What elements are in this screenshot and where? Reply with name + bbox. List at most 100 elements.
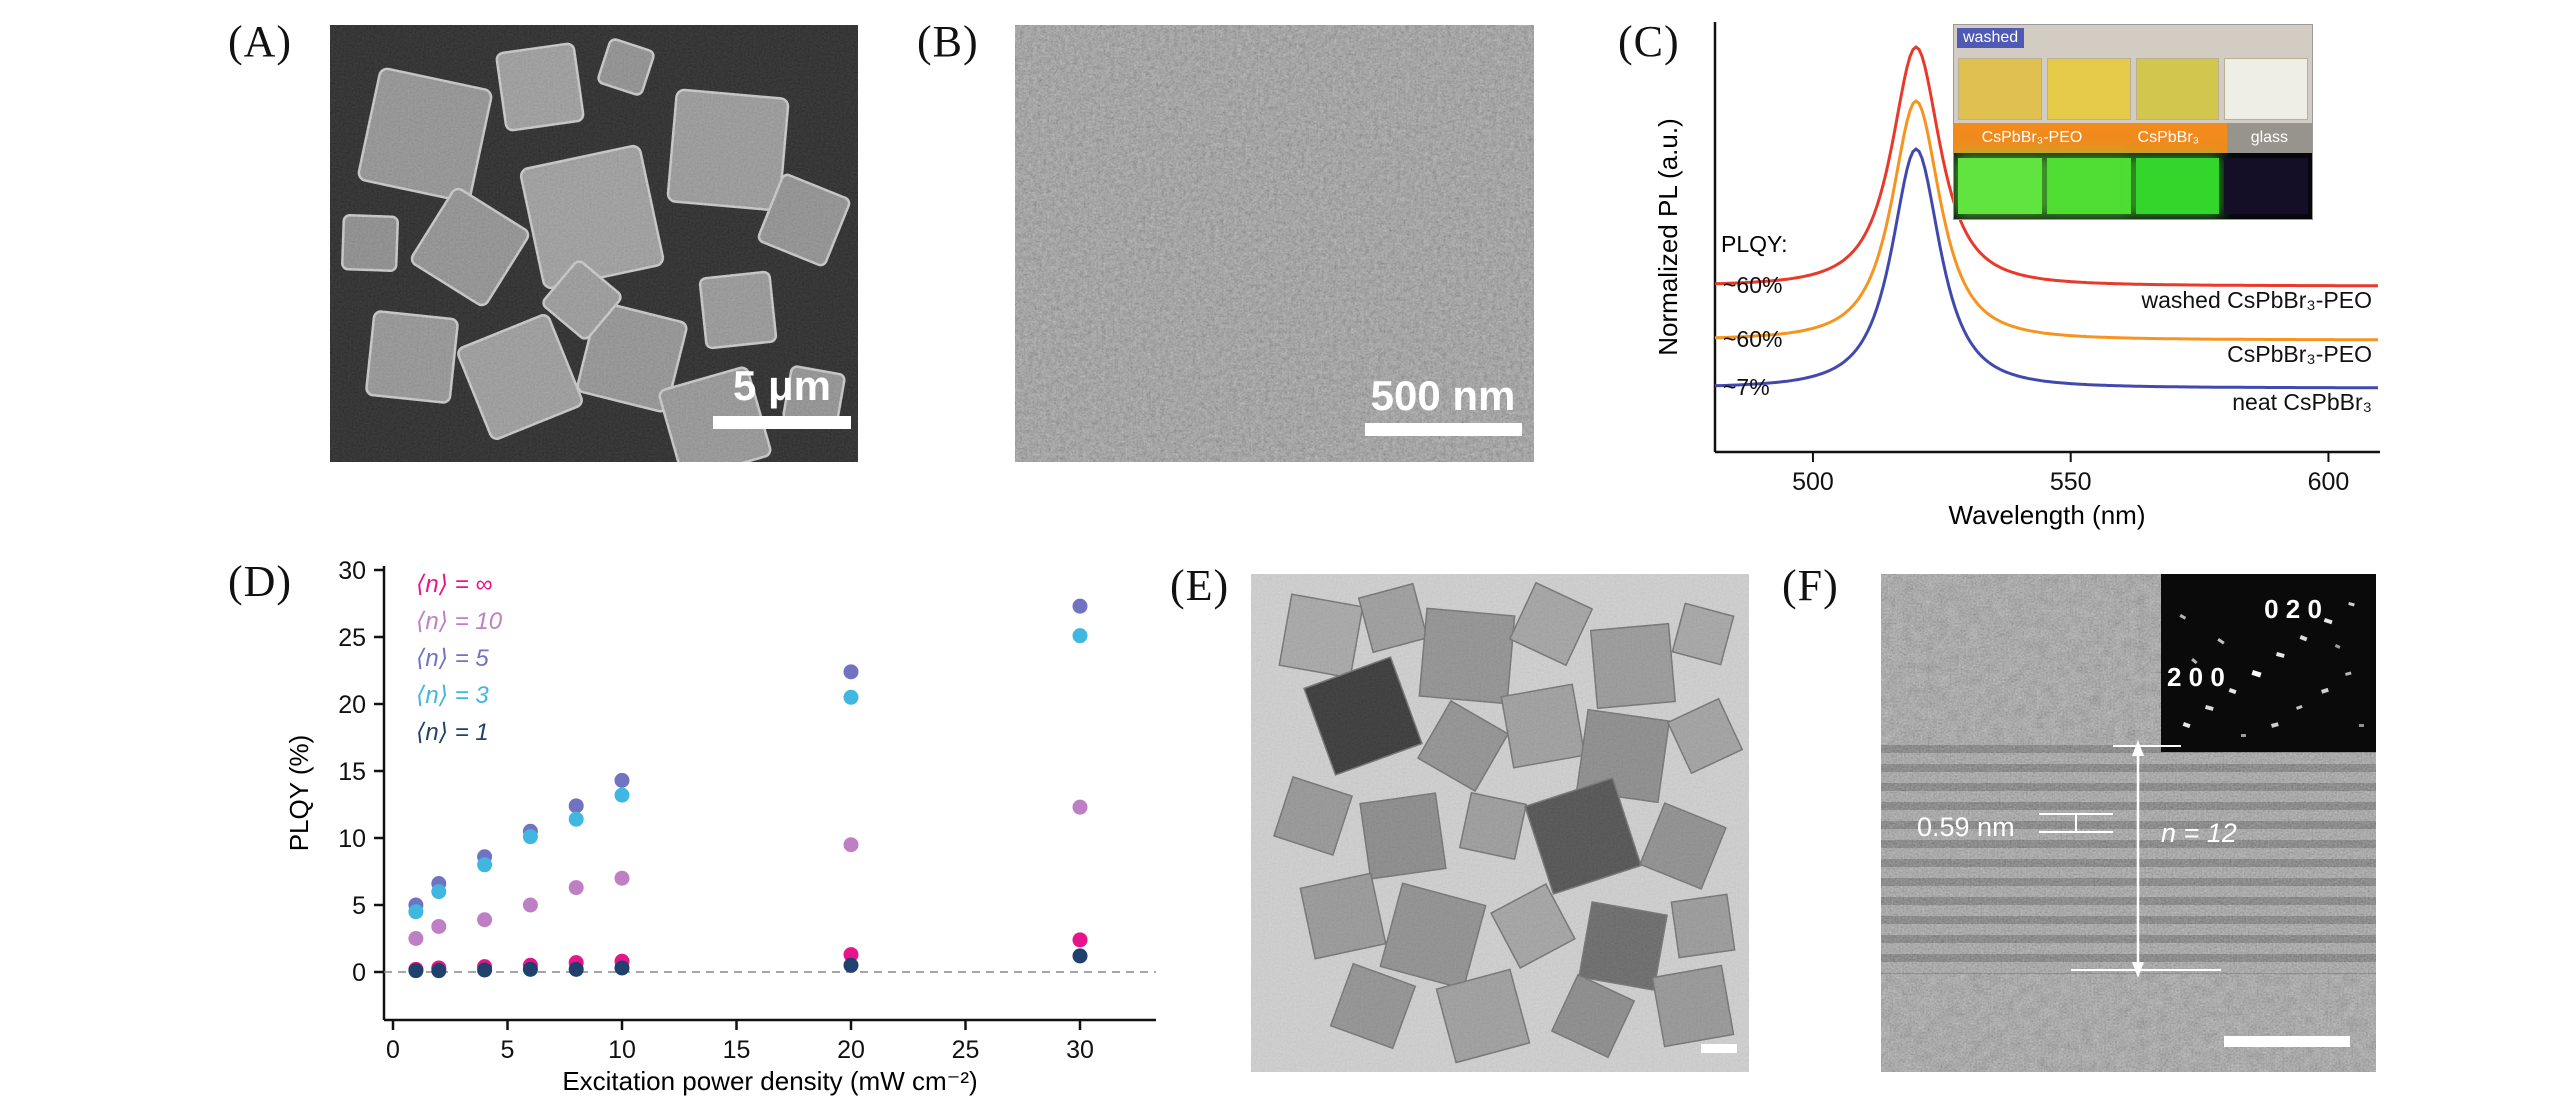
glass-tile	[2224, 58, 2308, 120]
y-tick-label: 30	[338, 557, 366, 585]
curve-label: CsPbBr₃-PEO	[2227, 341, 2372, 367]
x-tick-label: 550	[2050, 468, 2092, 496]
legend-entry: ⟨n⟩ = 5	[416, 645, 489, 672]
data-point	[843, 689, 859, 705]
inset-orange-band: CsPbBr₃-PEO CsPbBr₃	[1954, 123, 2227, 153]
data-point	[522, 897, 538, 913]
panel-b-label: (B)	[917, 17, 979, 66]
data-point	[522, 829, 538, 845]
data-point	[1072, 598, 1088, 614]
c-chart-content: 500 550 600 neat CsPbBr₃ ~7% CsPbBr₃-PEO ~60% w…	[1714, 45, 2378, 496]
film-tile-neat	[2135, 58, 2220, 120]
legend-entry: ⟨n⟩ = 10	[416, 608, 503, 635]
c-x-axis-label: Wavelength (nm)	[1949, 500, 2146, 530]
data-point	[431, 963, 447, 979]
legend-entry: ⟨n⟩ = ∞	[416, 571, 493, 598]
panel-d-label: (D)	[228, 557, 293, 606]
plqy-scatter-chart: Excitation power density (mW cm⁻²) PLQY …	[270, 552, 1170, 1097]
inset-uv-photo	[1954, 153, 2312, 219]
data-point	[1072, 628, 1088, 644]
y-tick-label: 5	[352, 892, 366, 920]
hrtem-image: 0 2 0 2 0 0 0.59 nm n = 12	[1881, 574, 2376, 1072]
tem-image-nanocubes	[1251, 574, 1749, 1072]
data-point	[568, 798, 584, 814]
uv-film-tile-washed	[1958, 158, 2042, 214]
panel-c-photo-inset: washed CsPbBr₃-PEO CsPbBr₃ glass	[1954, 25, 2312, 219]
data-point	[522, 961, 538, 977]
panel-a-label: (A)	[228, 17, 293, 66]
data-point	[408, 904, 424, 920]
y-tick-label: 10	[338, 825, 366, 853]
inset-washed-label: washed	[1957, 28, 2025, 48]
panel-f-label: (F)	[1782, 561, 1839, 610]
c-y-axis-label: Normalized PL (a.u.)	[1655, 118, 1683, 355]
data-point	[431, 884, 447, 900]
diffraction-inset: 0 2 0 2 0 0	[2161, 574, 2376, 752]
x-tick-label: 500	[1792, 468, 1834, 496]
pl-curve	[1714, 147, 2378, 390]
sem-a-noise	[330, 25, 858, 462]
pl-curve	[1714, 99, 2378, 342]
x-tick-label: 30	[1066, 1036, 1094, 1064]
data-point	[408, 963, 424, 979]
plqy-value: ~60%	[1723, 326, 1782, 352]
data-point	[614, 960, 630, 976]
legend-entry: ⟨n⟩ = 3	[416, 682, 489, 709]
data-point	[568, 961, 584, 977]
panel-c-label: (C)	[1618, 17, 1680, 66]
inset-film1-label: CsPbBr₃-PEO	[1981, 129, 2083, 146]
data-point	[1072, 799, 1088, 815]
sem-b-grain-fine	[1015, 25, 1534, 462]
inset-film-row	[1958, 58, 2308, 120]
scale-bar-a	[713, 416, 851, 429]
data-point	[477, 962, 493, 978]
x-tick-label: 600	[2308, 468, 2350, 496]
diffraction-spots	[2179, 602, 2364, 737]
y-tick-label: 0	[352, 959, 366, 987]
curve-label: neat CsPbBr₃	[2232, 389, 2372, 415]
d-spacing-label: 0.59 nm	[1917, 812, 2015, 842]
data-point	[843, 664, 859, 680]
inset-daylight-photo: washed	[1954, 25, 2312, 123]
plqy-value: ~60%	[1723, 272, 1782, 298]
data-point	[843, 957, 859, 973]
data-point	[1072, 948, 1088, 964]
film-tile-peo	[2046, 58, 2131, 120]
pl-spectra-chart: Wavelength (nm) Normalized PL (a.u.) PLQ…	[1655, 12, 2395, 542]
x-tick-label: 25	[952, 1036, 980, 1064]
plqy-heading: PLQY:	[1721, 231, 1787, 257]
pl-curve	[1714, 45, 2378, 288]
data-point	[408, 931, 424, 946]
uv-film-tile-neat	[2135, 158, 2220, 214]
data-point	[614, 772, 630, 788]
uv-glass-tile	[2224, 158, 2308, 214]
scale-bar-label-a: 5 μm	[733, 362, 831, 409]
data-point	[614, 787, 630, 803]
inset-film2-label: CsPbBr₃	[2137, 129, 2200, 146]
x-tick-label: 5	[501, 1036, 515, 1064]
uv-film-tile-peo	[2046, 158, 2131, 214]
d-y-axis-label: PLQY (%)	[284, 735, 314, 852]
diffraction-spot-label-020: 0 2 0	[2264, 594, 2322, 624]
data-point	[1072, 932, 1088, 948]
film-tile-washed	[1958, 58, 2042, 120]
plqy-value: ~7%	[1723, 374, 1770, 400]
y-tick-label: 25	[338, 624, 366, 652]
tem-e-noise	[1251, 574, 1749, 1072]
x-tick-label: 20	[837, 1036, 865, 1064]
hrtem-annotations: 0.59 nm n = 12	[1917, 740, 2350, 1047]
scale-bar-e	[1701, 1044, 1737, 1053]
data-point	[477, 912, 493, 928]
inset-glass-label: glass	[2226, 123, 2312, 153]
sem-image-microcrystals: 5 μm	[330, 25, 858, 462]
data-point	[614, 870, 630, 886]
y-tick-label: 15	[338, 758, 366, 786]
data-point	[843, 947, 859, 963]
curve-label: washed CsPbBr₃-PEO	[2140, 287, 2372, 313]
legend-entry: ⟨n⟩ = 1	[416, 719, 489, 746]
d-x-axis-label: Excitation power density (mW cm⁻²)	[562, 1066, 977, 1096]
sem-image-film: 500 nm	[1015, 25, 1534, 462]
x-tick-label: 15	[723, 1036, 751, 1064]
inset-label-band: CsPbBr₃-PEO CsPbBr₃ glass	[1954, 123, 2312, 153]
data-point	[568, 811, 584, 827]
